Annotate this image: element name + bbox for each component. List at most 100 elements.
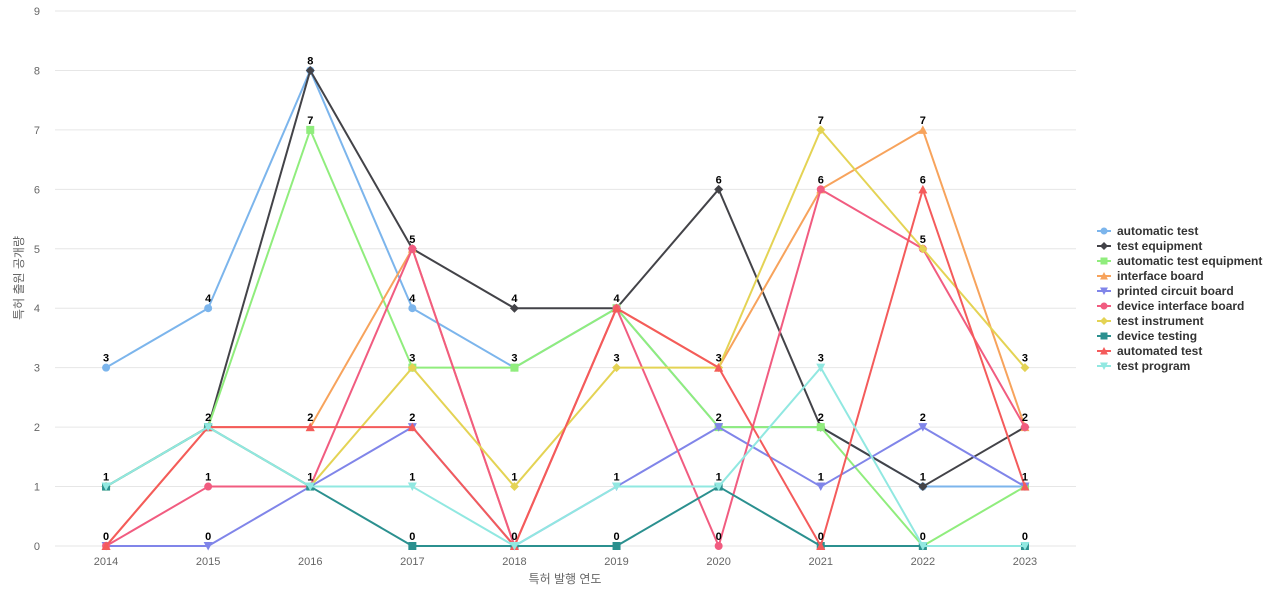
legend-label-device-interface-board: device interface board — [1117, 299, 1244, 313]
data-point-test-program-2015[interactable] — [203, 423, 213, 432]
data-label-2015-printed-circuit-board: 0 — [205, 531, 211, 543]
legend-item-automatic-test-equipment[interactable]: automatic test equipment — [1097, 254, 1262, 268]
data-point-device-testing-2019[interactable] — [612, 542, 621, 550]
data-point-test-program-2016[interactable] — [305, 482, 315, 492]
y-tick-label-8: 8 — [34, 65, 40, 77]
data-point-device-interface-board-2017[interactable] — [408, 244, 417, 253]
series-automated-test[interactable] — [101, 184, 1030, 551]
data-point-printed-circuit-board-2015[interactable] — [203, 542, 213, 551]
legend-label-printed-circuit-board: printed circuit board — [1117, 284, 1234, 298]
data-point-printed-circuit-board-2021[interactable] — [816, 482, 826, 492]
data-label-2022-automated-test: 6 — [920, 174, 926, 186]
series-line-test-equipment[interactable] — [105, 69, 1026, 488]
data-point-test-program-2022[interactable] — [918, 542, 928, 551]
legend-item-device-interface-board[interactable]: device interface board — [1097, 299, 1244, 313]
legend-marker-device-interface-board[interactable] — [1100, 302, 1108, 310]
data-label-2021-device-testing: 0 — [818, 531, 824, 543]
legend-item-printed-circuit-board[interactable]: printed circuit board — [1097, 284, 1234, 298]
data-label-2014-automatic-test: 3 — [103, 353, 109, 365]
x-tick-label-2015: 2015 — [196, 556, 220, 568]
data-label-2018-test-equipment: 4 — [511, 293, 518, 305]
data-point-test-instrument-2018[interactable] — [509, 482, 519, 492]
legend-item-test-program[interactable]: test program — [1097, 359, 1190, 373]
data-point-test-instrument-2022[interactable] — [918, 244, 928, 254]
data-label-2015-test-equipment: 2 — [205, 412, 211, 424]
data-point-test-instrument-2019[interactable] — [612, 363, 622, 373]
legend-item-test-instrument[interactable]: test instrument — [1097, 314, 1204, 328]
data-point-test-instrument-2017[interactable] — [407, 363, 417, 373]
legend-item-test-equipment[interactable]: test equipment — [1097, 239, 1202, 253]
series-test-program[interactable] — [101, 363, 1030, 551]
x-tick-label-2018: 2018 — [502, 556, 526, 568]
data-point-automatic-test-equipment-2016[interactable] — [306, 125, 315, 134]
data-point-test-program-2021[interactable] — [816, 363, 826, 373]
data-label-2017-test-equipment: 5 — [409, 234, 415, 246]
data-point-automatic-test-2014[interactable] — [102, 363, 111, 372]
data-point-interface-board-2022[interactable] — [918, 125, 928, 134]
data-point-automated-test-2014[interactable] — [101, 541, 111, 551]
legend-marker-test-equipment[interactable] — [1100, 242, 1108, 250]
data-label-2020-interface-board: 3 — [716, 353, 722, 365]
data-point-automated-test-2019[interactable] — [612, 303, 622, 313]
data-point-automatic-test-equipment-2021[interactable] — [816, 423, 825, 432]
data-point-automatic-test-2017[interactable] — [408, 304, 417, 313]
data-point-automated-test-2020[interactable] — [714, 363, 724, 372]
legend-marker-interface-board[interactable] — [1100, 272, 1108, 280]
data-point-test-instrument-2021[interactable] — [816, 125, 826, 135]
data-point-automated-test-2023[interactable] — [1020, 482, 1030, 491]
data-point-test-program-2017[interactable] — [407, 482, 417, 492]
legend-marker-test-program[interactable] — [1100, 362, 1108, 371]
legend-marker-automatic-test[interactable] — [1100, 227, 1108, 235]
data-point-printed-circuit-board-2020[interactable] — [714, 423, 724, 432]
data-point-test-program-2020[interactable] — [714, 482, 724, 492]
data-point-automated-test-2016[interactable] — [305, 422, 315, 432]
legend-item-device-testing[interactable]: device testing — [1097, 329, 1197, 343]
legend-label-interface-board: interface board — [1117, 269, 1204, 283]
data-label-2021-printed-circuit-board: 1 — [818, 472, 824, 484]
y-tick-label-0: 0 — [34, 541, 40, 553]
data-point-device-interface-board-2015[interactable] — [204, 482, 213, 491]
y-tick-label-1: 1 — [34, 482, 40, 494]
legend-marker-test-instrument[interactable] — [1100, 317, 1108, 325]
data-point-test-program-2018[interactable] — [509, 542, 519, 551]
data-point-device-testing-2017[interactable] — [408, 542, 417, 550]
data-point-automatic-test-2015[interactable] — [204, 304, 213, 313]
data-point-test-equipment-2022[interactable] — [918, 482, 928, 492]
series-layer — [101, 65, 1030, 551]
data-point-device-interface-board-2020[interactable] — [714, 542, 723, 550]
legend-marker-printed-circuit-board[interactable] — [1100, 287, 1108, 296]
data-point-test-program-2023[interactable] — [1020, 542, 1030, 551]
series-line-automatic-test[interactable] — [105, 69, 1026, 488]
data-point-device-interface-board-2021[interactable] — [816, 185, 825, 194]
data-point-printed-circuit-board-2022[interactable] — [918, 423, 928, 432]
legend-label-test-program: test program — [1117, 359, 1190, 373]
data-point-device-interface-board-2023[interactable] — [1020, 423, 1029, 432]
series-line-automatic-test-equipment[interactable] — [105, 128, 1026, 547]
data-point-automated-test-2017[interactable] — [407, 422, 417, 432]
legend-item-automatic-test[interactable]: automatic test — [1097, 224, 1198, 238]
legend-marker-device-testing[interactable] — [1100, 332, 1108, 340]
data-label-2015-device-interface-board: 1 — [205, 472, 211, 484]
data-point-test-program-2019[interactable] — [612, 482, 622, 492]
x-tick-label-2023: 2023 — [1013, 556, 1037, 568]
data-point-test-equipment-2018[interactable] — [509, 303, 519, 313]
data-point-automated-test-2022[interactable] — [918, 184, 928, 194]
data-point-automated-test-2021[interactable] — [816, 541, 826, 551]
legend-item-automated-test[interactable]: automated test — [1097, 344, 1202, 358]
legend-item-interface-board[interactable]: interface board — [1097, 269, 1204, 283]
y-tick-label-5: 5 — [34, 244, 40, 256]
series-line-test-program[interactable] — [105, 366, 1026, 547]
series-line-automated-test[interactable] — [105, 188, 1026, 547]
data-label-2016-test-equipment: 8 — [307, 55, 313, 67]
data-point-test-program-2014[interactable] — [101, 482, 111, 492]
data-label-2016-automatic-test-equipment: 7 — [307, 115, 313, 127]
data-point-automatic-test-equipment-2018[interactable] — [510, 363, 519, 372]
y-tick-label-4: 4 — [34, 303, 40, 315]
data-label-2019-test-instrument: 3 — [613, 353, 619, 365]
data-point-test-equipment-2020[interactable] — [714, 184, 724, 194]
data-point-test-equipment-2016[interactable] — [305, 65, 315, 75]
legend-marker-automated-test[interactable] — [1100, 347, 1108, 355]
data-point-test-instrument-2023[interactable] — [1020, 363, 1030, 373]
legend-marker-automatic-test-equipment[interactable] — [1100, 257, 1108, 265]
